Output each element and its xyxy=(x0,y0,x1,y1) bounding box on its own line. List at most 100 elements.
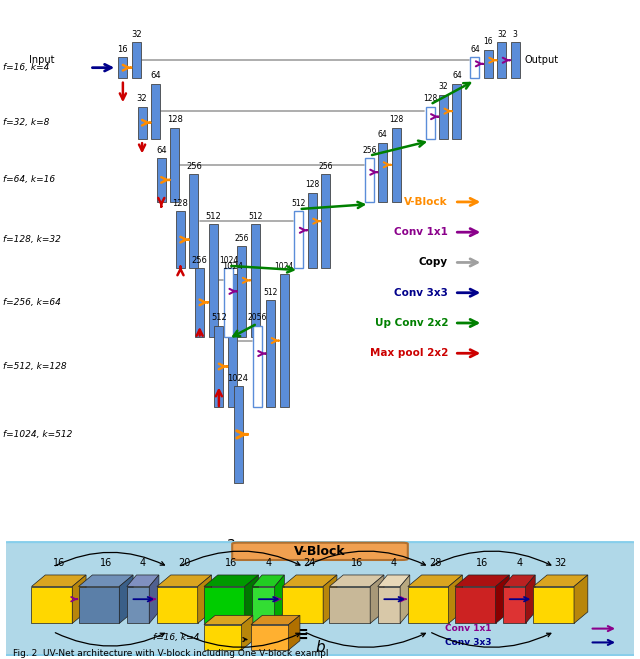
Text: Conv 1x1: Conv 1x1 xyxy=(394,227,448,237)
Text: 256: 256 xyxy=(192,256,207,265)
Polygon shape xyxy=(574,575,588,623)
Polygon shape xyxy=(198,575,211,623)
Polygon shape xyxy=(252,575,284,587)
Polygon shape xyxy=(282,587,323,623)
Text: Output: Output xyxy=(525,55,559,65)
Text: f=32, k=8: f=32, k=8 xyxy=(3,118,49,127)
Text: 128: 128 xyxy=(173,199,188,208)
Text: Conv 3x3: Conv 3x3 xyxy=(445,638,492,647)
Polygon shape xyxy=(127,587,149,623)
Text: 32: 32 xyxy=(137,94,147,103)
Bar xyxy=(321,175,330,268)
Text: f=16, k=4: f=16, k=4 xyxy=(3,63,49,72)
Polygon shape xyxy=(31,575,86,587)
Polygon shape xyxy=(330,587,370,623)
Polygon shape xyxy=(157,587,198,623)
Text: b: b xyxy=(315,640,325,655)
Bar xyxy=(138,107,147,138)
Polygon shape xyxy=(323,575,337,623)
Text: 16: 16 xyxy=(351,558,363,568)
Polygon shape xyxy=(157,575,211,587)
Text: 128: 128 xyxy=(389,115,403,125)
Bar xyxy=(195,268,204,337)
Bar xyxy=(214,326,223,407)
Polygon shape xyxy=(533,575,588,587)
Text: 24: 24 xyxy=(303,558,316,568)
Text: 16: 16 xyxy=(52,558,65,568)
Text: 512: 512 xyxy=(292,199,306,208)
Text: 64: 64 xyxy=(156,146,166,155)
Text: 4: 4 xyxy=(390,558,397,568)
Polygon shape xyxy=(400,575,410,623)
Text: V-Block: V-Block xyxy=(294,545,346,558)
Polygon shape xyxy=(330,575,384,587)
Polygon shape xyxy=(251,616,300,625)
Text: 128: 128 xyxy=(423,94,437,103)
Polygon shape xyxy=(204,575,259,587)
Text: 512: 512 xyxy=(264,287,278,297)
Text: f=64, k=16: f=64, k=16 xyxy=(3,175,55,185)
Text: a: a xyxy=(226,536,235,552)
Polygon shape xyxy=(127,575,159,587)
Text: 3: 3 xyxy=(513,30,518,39)
Polygon shape xyxy=(533,587,574,623)
Bar xyxy=(157,158,166,202)
Bar xyxy=(237,246,246,337)
Polygon shape xyxy=(251,625,289,650)
Text: 1024: 1024 xyxy=(228,374,248,383)
Bar xyxy=(253,326,262,407)
Text: 64: 64 xyxy=(378,130,388,139)
Polygon shape xyxy=(31,587,72,623)
Bar xyxy=(224,268,233,337)
Text: 1024: 1024 xyxy=(219,256,238,265)
Polygon shape xyxy=(119,575,133,623)
Bar xyxy=(484,49,493,78)
Bar xyxy=(176,212,185,268)
Text: 256: 256 xyxy=(362,146,376,155)
Text: 32: 32 xyxy=(438,82,449,92)
FancyBboxPatch shape xyxy=(0,542,640,655)
Text: 4: 4 xyxy=(265,558,271,568)
Bar xyxy=(251,224,260,337)
Text: 64: 64 xyxy=(150,71,161,80)
Polygon shape xyxy=(495,575,509,623)
Bar xyxy=(234,386,243,482)
Bar xyxy=(378,142,387,202)
Polygon shape xyxy=(204,616,253,625)
Polygon shape xyxy=(455,587,495,623)
Bar xyxy=(294,212,303,268)
Text: Conv 1x1: Conv 1x1 xyxy=(445,624,492,633)
Text: 512: 512 xyxy=(211,314,227,322)
Text: f=1024, k=512: f=1024, k=512 xyxy=(3,430,72,439)
Text: 16: 16 xyxy=(476,558,488,568)
Polygon shape xyxy=(252,587,275,623)
Polygon shape xyxy=(72,575,86,623)
Text: 128: 128 xyxy=(305,181,319,189)
Bar xyxy=(151,84,160,138)
Text: 2056: 2056 xyxy=(248,314,267,322)
Polygon shape xyxy=(289,616,300,650)
Polygon shape xyxy=(449,575,462,623)
Polygon shape xyxy=(275,575,284,623)
Polygon shape xyxy=(378,575,410,587)
Text: 28: 28 xyxy=(429,558,441,568)
Polygon shape xyxy=(455,575,509,587)
Text: 16: 16 xyxy=(100,558,112,568)
Bar xyxy=(452,84,461,138)
Bar xyxy=(209,224,218,337)
Polygon shape xyxy=(242,616,253,650)
Polygon shape xyxy=(244,575,259,623)
Text: 32: 32 xyxy=(497,30,507,39)
Bar xyxy=(280,274,289,407)
Text: 512: 512 xyxy=(205,212,221,221)
Bar xyxy=(266,300,275,407)
Bar xyxy=(189,175,198,268)
Polygon shape xyxy=(282,575,337,587)
Text: 512: 512 xyxy=(248,212,262,221)
Text: 32: 32 xyxy=(131,30,141,39)
Text: 64: 64 xyxy=(470,45,480,54)
Polygon shape xyxy=(378,587,400,623)
Text: Max pool 2x2: Max pool 2x2 xyxy=(370,348,448,358)
Polygon shape xyxy=(79,575,133,587)
Text: Fig. 2  UV-Net architecture with V-block including One V-block exampl: Fig. 2 UV-Net architecture with V-block … xyxy=(13,649,328,658)
